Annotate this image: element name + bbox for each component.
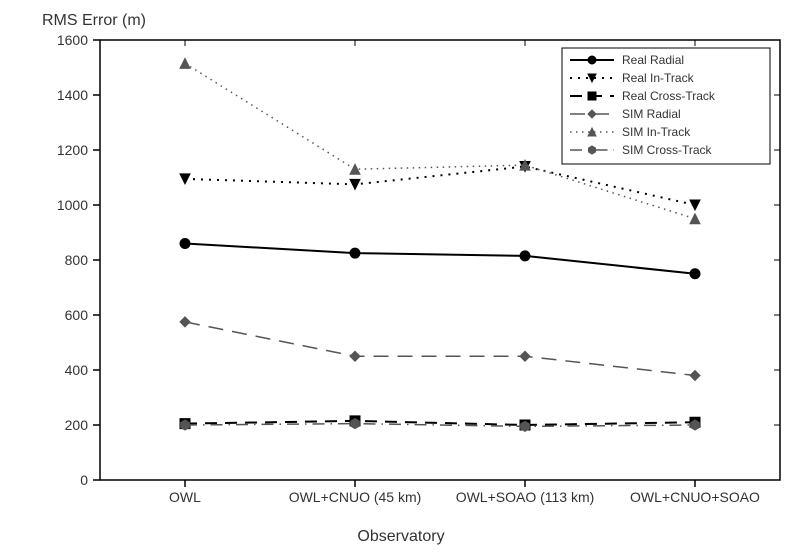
y-tick-label: 1200 bbox=[57, 142, 88, 158]
y-tick-label: 800 bbox=[65, 252, 89, 268]
series-marker bbox=[690, 214, 700, 224]
x-tick-label: OWL+SOAO (113 km) bbox=[456, 489, 595, 505]
x-tick-label: OWL+CNUO (45 km) bbox=[289, 489, 422, 505]
x-axis-title: Observatory bbox=[0, 528, 802, 546]
series-marker bbox=[180, 317, 190, 327]
y-tick-label: 1600 bbox=[57, 32, 88, 48]
series-marker bbox=[520, 351, 530, 361]
series-marker bbox=[180, 239, 190, 249]
series-marker bbox=[691, 420, 700, 430]
y-tick-label: 400 bbox=[65, 362, 89, 378]
series-marker bbox=[180, 174, 190, 184]
legend-label: Real In-Track bbox=[622, 71, 695, 85]
series-marker bbox=[180, 58, 190, 68]
y-tick-label: 1400 bbox=[57, 87, 88, 103]
series-marker bbox=[521, 421, 530, 431]
legend-label: SIM In-Track bbox=[622, 125, 691, 139]
series-marker bbox=[690, 269, 700, 279]
series-line bbox=[185, 167, 695, 206]
series-marker bbox=[350, 248, 360, 258]
series-marker bbox=[690, 200, 700, 210]
series-line bbox=[185, 424, 695, 427]
series-line bbox=[185, 322, 695, 376]
series-marker bbox=[181, 420, 190, 430]
series-marker bbox=[350, 351, 360, 361]
legend-marker bbox=[588, 92, 596, 100]
y-tick-label: 200 bbox=[65, 417, 89, 433]
series-marker bbox=[350, 179, 360, 189]
legend-label: Real Cross-Track bbox=[622, 89, 716, 103]
legend-label: SIM Cross-Track bbox=[622, 143, 713, 157]
series-marker bbox=[350, 164, 360, 174]
series-marker bbox=[351, 419, 360, 429]
y-tick-label: 600 bbox=[65, 307, 89, 323]
chart-container: { "chart": { "type": "line", "width": 80… bbox=[0, 0, 802, 560]
legend-marker bbox=[589, 146, 596, 154]
series-line bbox=[185, 244, 695, 274]
x-tick-label: OWL bbox=[169, 489, 201, 505]
y-tick-label: 0 bbox=[80, 472, 88, 488]
legend-marker bbox=[588, 56, 596, 64]
y-axis-title: RMS Error (m) bbox=[42, 12, 146, 30]
x-tick-label: OWL+CNUO+SOAO bbox=[630, 489, 760, 505]
series-marker bbox=[520, 251, 530, 261]
legend-label: SIM Radial bbox=[622, 107, 681, 121]
series-marker bbox=[690, 371, 700, 381]
y-tick-label: 1000 bbox=[57, 197, 88, 213]
legend-label: Real Radial bbox=[622, 53, 684, 67]
chart-svg: 0 200 400 600 800 1000 1200 1400 1600 OWL OWL+CNUO… bbox=[0, 0, 802, 560]
